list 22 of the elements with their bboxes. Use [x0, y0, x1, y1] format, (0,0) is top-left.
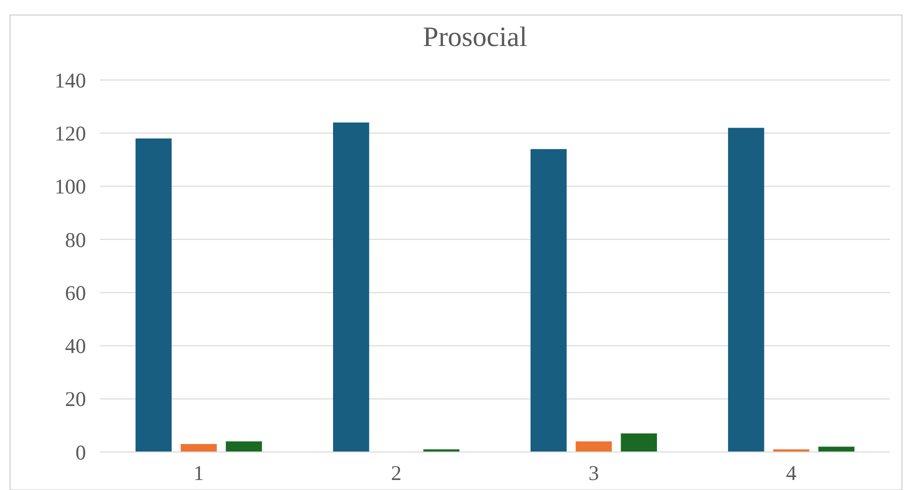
y-tick-label: 20 [65, 387, 86, 412]
bar [136, 138, 172, 452]
bar [180, 444, 217, 452]
chart-title: Prosocial [422, 22, 528, 53]
x-tick-label: 2 [391, 461, 402, 485]
y-tick-label: 100 [54, 174, 86, 199]
y-tick-label: 120 [54, 121, 86, 146]
bar [226, 441, 262, 452]
y-tick-label: 0 [76, 440, 86, 464]
bar [576, 441, 612, 452]
y-tick-label: 60 [65, 280, 86, 305]
bar [333, 122, 370, 452]
x-tick-label: 4 [786, 461, 797, 485]
bar [728, 128, 764, 452]
y-tick-label: 40 [65, 334, 86, 358]
bar [530, 149, 567, 452]
y-tick-label: 140 [54, 68, 86, 92]
bar [818, 446, 854, 452]
x-tick-label: 1 [194, 461, 204, 485]
y-tick-label: 80 [65, 228, 86, 252]
x-tick-label: 3 [588, 461, 599, 485]
bar [620, 433, 657, 452]
